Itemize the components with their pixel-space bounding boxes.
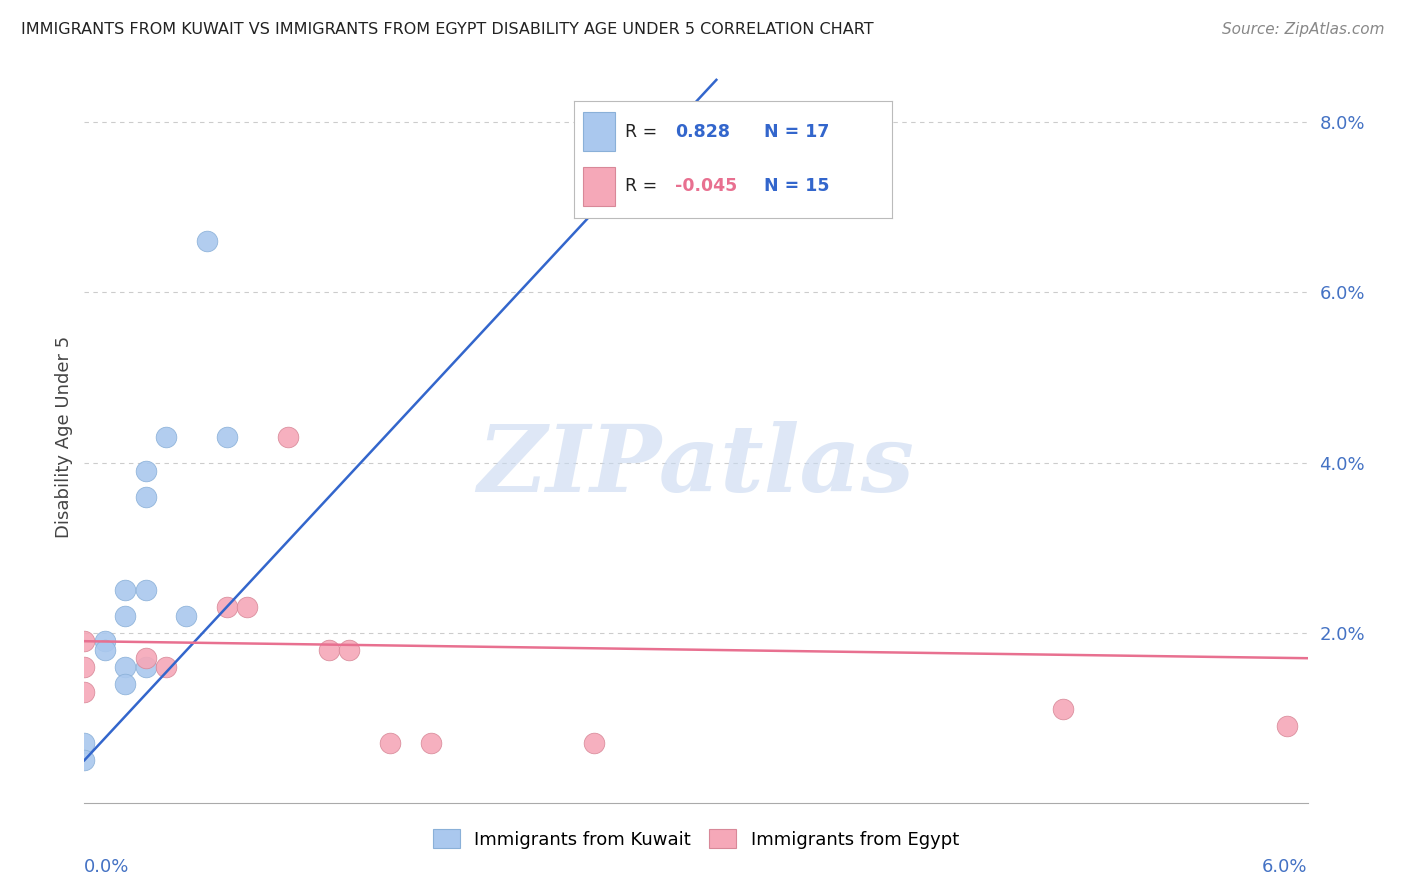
Point — [217, 430, 239, 444]
Point — [155, 430, 177, 444]
Point — [73, 736, 96, 750]
Point — [135, 651, 157, 665]
Point — [583, 736, 606, 750]
Text: IMMIGRANTS FROM KUWAIT VS IMMIGRANTS FROM EGYPT DISABILITY AGE UNDER 5 CORRELATI: IMMIGRANTS FROM KUWAIT VS IMMIGRANTS FRO… — [21, 22, 873, 37]
Point — [73, 685, 96, 699]
Point — [176, 608, 198, 623]
Point — [195, 235, 218, 249]
Point — [318, 642, 340, 657]
Point — [114, 608, 136, 623]
Point — [73, 634, 96, 648]
Point — [135, 583, 157, 598]
Point — [1052, 702, 1074, 716]
Point — [73, 753, 96, 767]
Text: ZIPatlas: ZIPatlas — [478, 421, 914, 511]
Point — [217, 600, 239, 615]
Point — [114, 583, 136, 598]
Text: Source: ZipAtlas.com: Source: ZipAtlas.com — [1222, 22, 1385, 37]
Point — [93, 642, 117, 657]
Y-axis label: Disability Age Under 5: Disability Age Under 5 — [55, 336, 73, 538]
Point — [277, 430, 299, 444]
Point — [135, 659, 157, 673]
Point — [236, 600, 259, 615]
Point — [420, 736, 443, 750]
Point — [114, 677, 136, 691]
Point — [339, 642, 361, 657]
Point — [135, 490, 157, 504]
Text: 6.0%: 6.0% — [1263, 858, 1308, 876]
Point — [1277, 719, 1299, 733]
Text: 0.0%: 0.0% — [84, 858, 129, 876]
Legend: Immigrants from Kuwait, Immigrants from Egypt: Immigrants from Kuwait, Immigrants from … — [426, 822, 966, 856]
Point — [73, 659, 96, 673]
Point — [665, 115, 688, 129]
Point — [380, 736, 402, 750]
Point — [93, 634, 117, 648]
Point — [114, 659, 136, 673]
Point — [135, 464, 157, 478]
Point — [155, 659, 177, 673]
